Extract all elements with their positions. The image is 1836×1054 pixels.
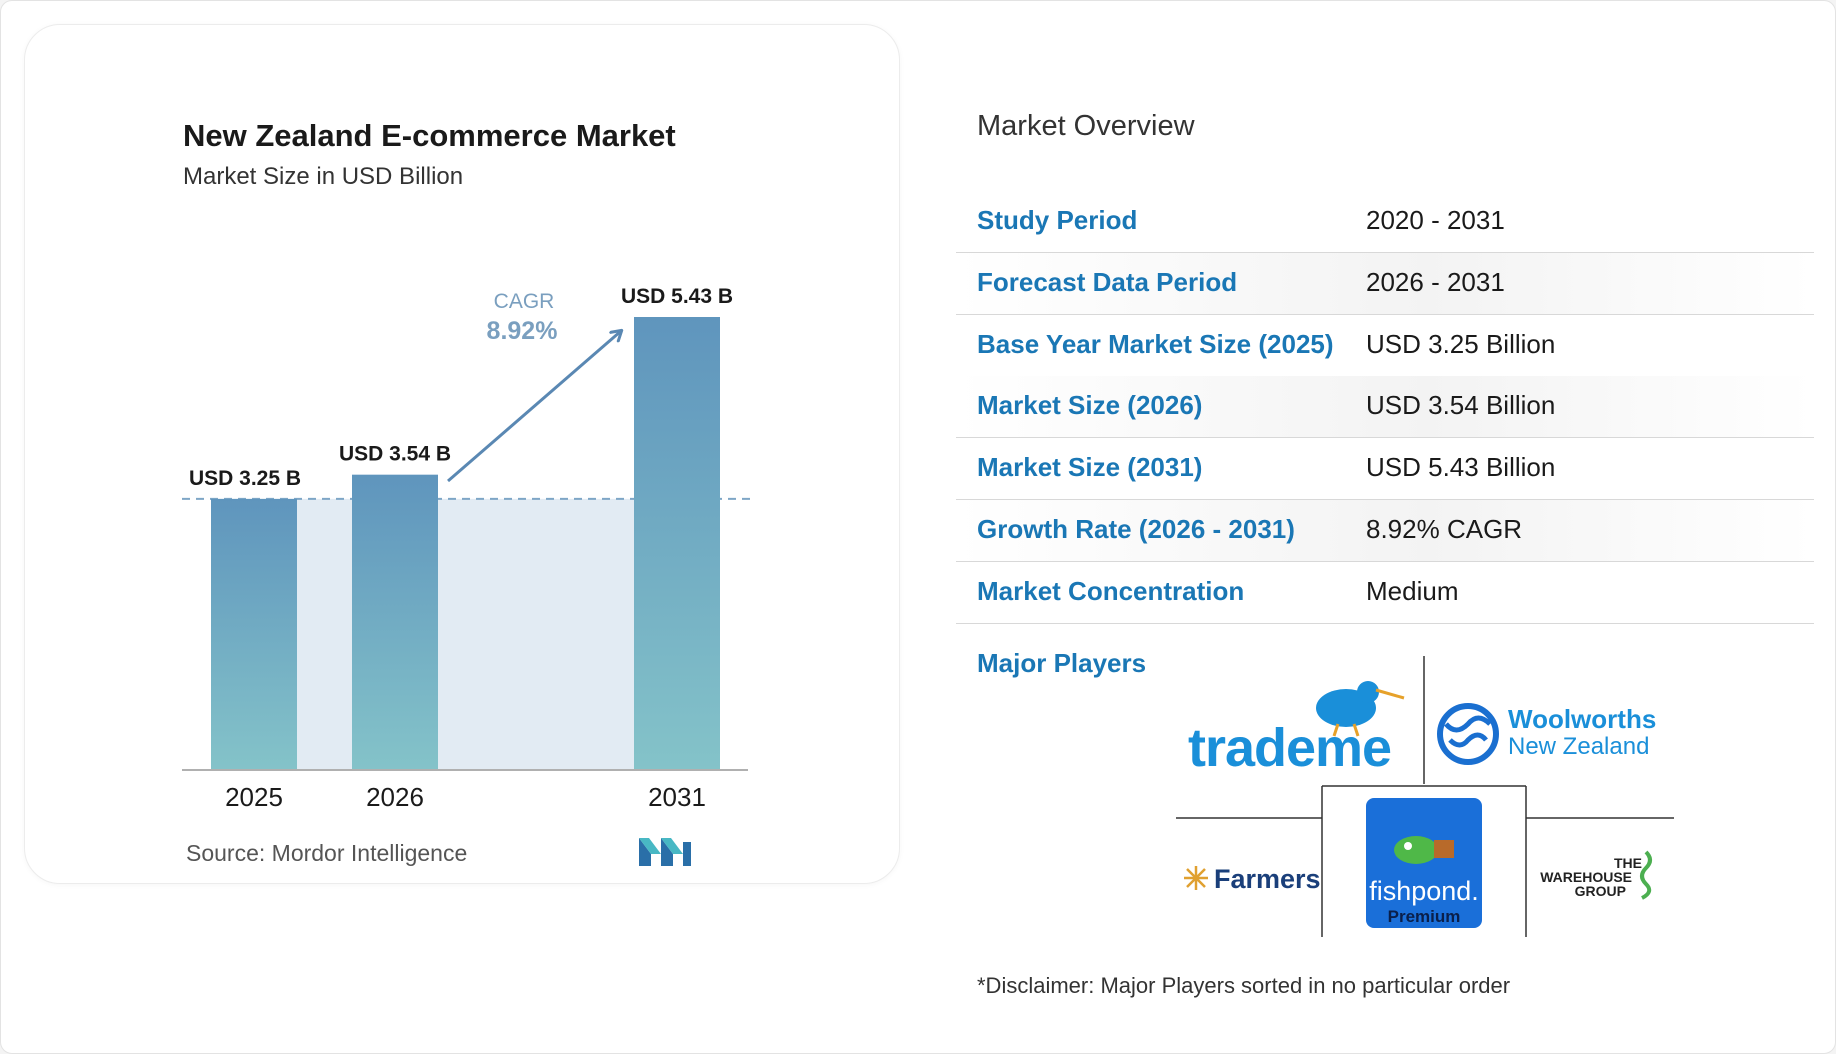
overview-title: Market Overview bbox=[977, 110, 1195, 142]
bar-2025 bbox=[211, 498, 297, 770]
fishpond-tier: Premium bbox=[1388, 907, 1461, 926]
warehouse-line-1: THE bbox=[1614, 855, 1642, 871]
overview-row-value: 8.92% CAGR bbox=[1366, 514, 1523, 544]
woolworths-logo: Woolworths New Zealand bbox=[1437, 703, 1656, 765]
overview-row-value: Medium bbox=[1366, 576, 1459, 606]
overview-row-label: Growth Rate (2026 - 2031) bbox=[977, 514, 1295, 544]
overview-row: Base Year Market Size (2025) USD 3.25 Bil… bbox=[956, 315, 1814, 377]
cagr-value: 8.92% bbox=[487, 317, 558, 345]
chart-title: New Zealand E-commerce Market bbox=[183, 118, 676, 153]
major-players-logos: trademe Woolworths New Zealand Farmers f… bbox=[1176, 656, 1674, 937]
overview-row-label: Market Concentration bbox=[977, 576, 1245, 606]
x-tick-2031: 2031 bbox=[648, 782, 706, 812]
x-tick-2026: 2026 bbox=[366, 782, 424, 812]
overview-row-label: Market Size (2026) bbox=[977, 390, 1203, 420]
overview-row-label: Base Year Market Size (2025) bbox=[977, 329, 1334, 359]
cagr-arrow bbox=[447, 331, 621, 483]
trademe-wordmark: trademe bbox=[1188, 718, 1391, 778]
overview-row: Market Concentration Medium bbox=[956, 562, 1814, 624]
data-label-2026: USD 3.54 B bbox=[339, 443, 451, 466]
warehouse-line-2: WAREHOUSE bbox=[1540, 869, 1632, 885]
overview-row-value: USD 3.54 Billion bbox=[1366, 390, 1556, 420]
overview-row-label: Forecast Data Period bbox=[977, 267, 1238, 297]
data-label-2025: USD 3.25 B bbox=[189, 467, 301, 490]
overview-row-value: 2026 - 2031 bbox=[1366, 267, 1505, 297]
overview-row-label: Study Period bbox=[977, 205, 1138, 235]
trademe-logo: trademe bbox=[1188, 681, 1405, 778]
overview-row-value: USD 5.43 Billion bbox=[1366, 452, 1556, 482]
farmers-wordmark: Farmers bbox=[1214, 864, 1321, 894]
fishpond-name: fishpond. bbox=[1369, 876, 1479, 906]
bar-chart: USD 3.25 B 2025 USD 3.54 B 2026 USD 5.43 B 20… bbox=[182, 285, 752, 812]
overview-row: Study Period 2020 - 2031 bbox=[956, 191, 1814, 253]
overview-row-value: 2020 - 2031 bbox=[1366, 205, 1505, 235]
bar-2031 bbox=[634, 317, 720, 770]
x-tick-2025: 2025 bbox=[225, 782, 283, 812]
cagr-label: CAGR bbox=[494, 290, 555, 313]
overview-row-value: USD 3.25 Billion bbox=[1366, 329, 1556, 359]
farmers-logo: Farmers bbox=[1184, 864, 1321, 894]
overview-row: Growth Rate (2026 - 2031) 8.92% CAGR bbox=[956, 500, 1814, 562]
major-players-label: Major Players bbox=[977, 648, 1147, 678]
woolworths-name: Woolworths bbox=[1508, 704, 1656, 734]
disclaimer: *Disclaimer: Major Players sorted in no … bbox=[977, 973, 1511, 998]
data-label-2031: USD 5.43 B bbox=[621, 285, 733, 308]
overview-row: Market Size (2031) USD 5.43 Billion bbox=[956, 438, 1814, 500]
source-text: Source: Mordor Intelligence bbox=[186, 840, 468, 866]
growth-band bbox=[297, 498, 634, 770]
bar-2026 bbox=[352, 474, 438, 770]
warehouse-line-3: GROUP bbox=[1575, 883, 1626, 899]
mordor-logo bbox=[639, 838, 691, 866]
woolworths-country: New Zealand bbox=[1508, 733, 1649, 760]
warehouse-group-logo: THE WAREHOUSE GROUP bbox=[1540, 850, 1652, 900]
overview-row-label: Market Size (2031) bbox=[977, 452, 1203, 482]
overview-row: Market Size (2026) USD 3.54 Billion bbox=[956, 376, 1814, 438]
overview-row: Forecast Data Period 2026 - 2031 bbox=[956, 253, 1814, 315]
fishpond-logo: fishpond. Premium bbox=[1366, 798, 1482, 928]
chart-subtitle: Market Size in USD Billion bbox=[183, 163, 464, 190]
